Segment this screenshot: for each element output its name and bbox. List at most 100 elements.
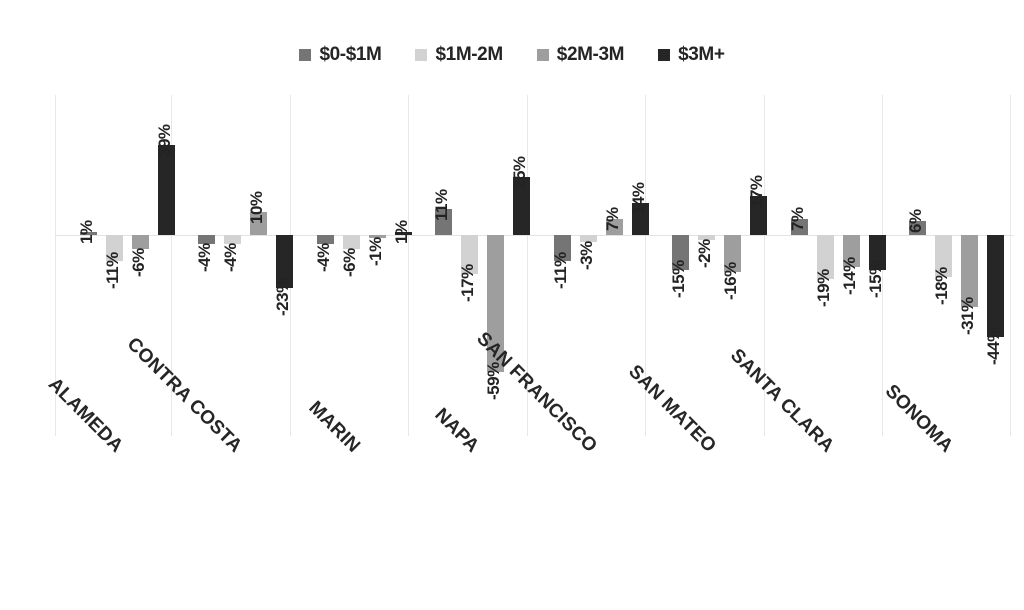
bar-value-label: 39% xyxy=(154,123,174,157)
bar-value-label: -18% xyxy=(932,267,952,305)
bar-value-label: 1% xyxy=(76,220,96,244)
bar[interactable] xyxy=(816,235,834,280)
bar-group: 6% -18% -31% -44% xyxy=(898,95,1017,436)
legend-swatch-icon xyxy=(536,49,549,61)
bar[interactable] xyxy=(316,235,334,245)
bar[interactable] xyxy=(909,221,927,235)
legend-item: $1M-2M xyxy=(415,44,503,66)
bar-slot: 39% xyxy=(154,95,175,436)
category-tick: CONTRA COSTA xyxy=(122,334,306,606)
chart-legend: $0-$1M $1M-2M $2M-3M $3M+ xyxy=(0,44,1024,66)
bar-slot: -11% xyxy=(103,95,123,436)
bar-group-bars: -4% -4% 10% -23% xyxy=(187,95,306,436)
bar-value-label: -44% xyxy=(984,327,1004,366)
bar[interactable] xyxy=(698,235,716,240)
group-separator-line xyxy=(55,95,56,436)
legend-item: $2M-3M xyxy=(536,44,624,66)
bar[interactable] xyxy=(750,195,768,235)
bar[interactable] xyxy=(724,235,742,273)
category-tick: MARIN xyxy=(305,397,424,606)
bar[interactable] xyxy=(368,235,386,238)
bar-value-label: -16% xyxy=(721,262,741,301)
legend-swatch-icon xyxy=(299,49,312,61)
bar-group-bars: 11% -17% -59% 25% xyxy=(424,95,543,436)
bar-group-bars: 7% -19% -14% -15% xyxy=(779,95,898,436)
bar[interactable] xyxy=(461,235,479,275)
bar-slot: 1% xyxy=(76,95,97,436)
bar[interactable] xyxy=(935,235,953,277)
bar[interactable] xyxy=(79,232,97,235)
bar-group: -15% -2% -16% 17% xyxy=(661,95,780,436)
bar[interactable] xyxy=(672,235,690,270)
bar[interactable] xyxy=(987,235,1005,338)
bar-value-label: 14% xyxy=(628,181,648,215)
category-tick: SAN MATEO xyxy=(624,361,780,606)
bar-slot: -2% xyxy=(695,95,716,436)
bar-slot: -18% xyxy=(932,95,953,436)
bar-slot: 7% xyxy=(787,95,808,436)
bar-value-label: 11% xyxy=(432,189,452,222)
bar-value-label: -23% xyxy=(273,278,293,317)
bar[interactable] xyxy=(579,235,597,242)
bar-slot: -15% xyxy=(669,95,690,436)
bar-slot: -3% xyxy=(577,95,597,436)
bar[interactable] xyxy=(553,235,571,261)
category-axis: ALAMEDA CONTRA COSTA MARIN NAPA SAN FRANCISC… xyxy=(44,328,1017,606)
bar[interactable] xyxy=(157,144,175,235)
bar-group: 7% -19% -14% -15% xyxy=(779,95,898,436)
bar-value-label: -17% xyxy=(458,264,478,303)
bar-slot: 6% xyxy=(906,95,927,436)
bar-value-label: -15% xyxy=(865,260,885,298)
bar[interactable] xyxy=(276,235,294,289)
bar-group-bars: -4% -6% -1% 1% xyxy=(305,95,424,436)
bar[interactable] xyxy=(435,209,453,235)
bar-slot: 11% xyxy=(432,95,453,436)
bar[interactable] xyxy=(342,235,360,249)
bar-group: -11% -3% 7% 14% xyxy=(542,95,661,436)
legend-item: $3M+ xyxy=(658,44,725,66)
bar-value-label: 25% xyxy=(510,156,530,189)
bar[interactable] xyxy=(131,235,149,249)
legend-swatch-icon xyxy=(658,49,671,61)
legend-swatch-icon xyxy=(415,49,428,61)
bar-slot: 1% xyxy=(391,95,412,436)
bar-value-label: -15% xyxy=(669,260,689,298)
group-separator-line xyxy=(1010,95,1011,436)
bar-group: -4% -6% -1% 1% xyxy=(305,95,424,436)
bar-slot: -4% xyxy=(195,95,216,436)
group-separator-line xyxy=(171,95,173,436)
bar-value-label: 7% xyxy=(787,207,807,231)
bar-value-label: 1% xyxy=(391,220,411,244)
bar[interactable] xyxy=(250,211,268,235)
bar-group: 1% -11% -6% 39% xyxy=(68,95,187,436)
bar-slot: -31% xyxy=(958,95,979,436)
bar-group-bars: -15% -2% -16% 17% xyxy=(661,95,780,436)
bar[interactable] xyxy=(790,218,808,235)
bar[interactable] xyxy=(631,202,649,235)
bar[interactable] xyxy=(394,232,412,235)
bar[interactable] xyxy=(961,235,979,307)
bar-slot: -19% xyxy=(814,95,834,436)
bar[interactable] xyxy=(513,177,531,235)
bar-group-bars: 6% -18% -31% -44% xyxy=(898,95,1017,436)
bar-value-label: -31% xyxy=(958,297,978,335)
bar[interactable] xyxy=(224,235,242,245)
bar[interactable] xyxy=(605,218,623,235)
group-separator-line xyxy=(763,95,765,436)
group-separator-line xyxy=(408,95,410,436)
bar-groups: 1% -11% -6% 39% -4% -4% 10% -23% -4% -6% -1% 1% 11% -… xyxy=(68,95,1016,436)
bar-group-bars: 1% -11% -6% 39% xyxy=(68,95,187,436)
bar-slot: -4% xyxy=(314,95,334,436)
bar[interactable] xyxy=(105,235,123,261)
bar[interactable] xyxy=(842,235,860,268)
bar-slot: -1% xyxy=(366,95,386,436)
bar[interactable] xyxy=(487,235,505,372)
bar-slot: -23% xyxy=(273,95,294,436)
legend-item-label: $3M+ xyxy=(678,44,725,65)
bar-value-label: -2% xyxy=(695,238,715,268)
bar[interactable] xyxy=(198,235,216,245)
bar[interactable] xyxy=(868,235,886,270)
bar-value-label: -4% xyxy=(221,243,241,273)
bar-slot: -14% xyxy=(840,95,860,436)
category-tick: SONOMA xyxy=(881,381,1017,606)
